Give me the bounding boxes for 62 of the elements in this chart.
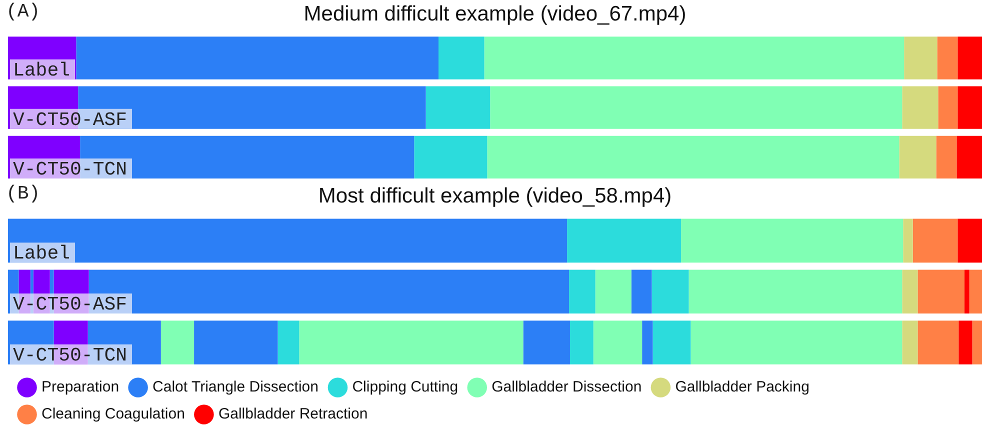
bar xyxy=(690,320,902,364)
bar xyxy=(918,270,964,314)
bar xyxy=(972,320,982,364)
bar xyxy=(688,270,902,314)
bar xyxy=(958,218,982,263)
bar xyxy=(918,320,959,364)
legend-label: Cleaning Coagulation xyxy=(42,406,185,423)
bar xyxy=(426,86,490,129)
bar xyxy=(652,320,691,364)
bar xyxy=(902,86,938,129)
category-label: V-CT50-ASF xyxy=(13,108,128,131)
bar xyxy=(652,270,689,314)
bar xyxy=(567,218,682,263)
bar xyxy=(903,218,913,263)
bar xyxy=(490,86,902,129)
bar xyxy=(438,36,484,80)
bar xyxy=(904,36,938,80)
bar xyxy=(569,270,596,314)
bar xyxy=(969,270,982,314)
bar xyxy=(160,320,194,364)
bar xyxy=(938,86,958,129)
bar xyxy=(642,320,653,364)
legend-label: Clipping Cutting xyxy=(352,378,458,396)
bar xyxy=(937,36,958,80)
bar xyxy=(958,36,982,80)
bar xyxy=(936,136,957,179)
bar xyxy=(570,320,594,364)
legend-label: Calot Triangle Dissection xyxy=(152,378,318,396)
category-label: Label xyxy=(13,59,70,82)
category-label: V-CT50-ASF xyxy=(13,294,128,316)
legend-label: Preparation xyxy=(42,378,120,396)
bar xyxy=(595,270,632,314)
category-label: Label xyxy=(13,242,70,265)
text: (A) xyxy=(6,0,40,23)
bar xyxy=(681,218,904,263)
bar xyxy=(631,270,652,314)
bar xyxy=(76,36,439,80)
bar xyxy=(902,320,918,364)
bar xyxy=(484,36,904,80)
bar xyxy=(523,320,570,364)
category-label: V-CT50-TCN xyxy=(13,344,128,366)
bar xyxy=(278,320,300,364)
chart-title: Most difficult example (video_58.mp4) xyxy=(318,184,672,208)
bar xyxy=(902,270,918,314)
category-label: V-CT50-TCN xyxy=(13,158,128,181)
annotation: (B) xyxy=(6,182,40,205)
bar xyxy=(956,136,982,179)
bar xyxy=(194,320,278,364)
bar xyxy=(958,86,982,129)
bar xyxy=(958,320,972,364)
bar xyxy=(8,218,568,263)
legend-label: Gallbladder Retraction xyxy=(218,406,368,423)
bar xyxy=(899,136,936,179)
legend-label: Gallbladder Dissection xyxy=(492,378,642,396)
bar xyxy=(593,320,642,364)
bar xyxy=(964,270,970,314)
bar xyxy=(487,136,900,179)
bar xyxy=(912,218,958,263)
chart-title: Medium difficult example (video_67.mp4) xyxy=(304,2,686,26)
bar xyxy=(299,320,524,364)
bar xyxy=(414,136,488,179)
legend-label: Gallbladder Packing xyxy=(675,378,810,396)
